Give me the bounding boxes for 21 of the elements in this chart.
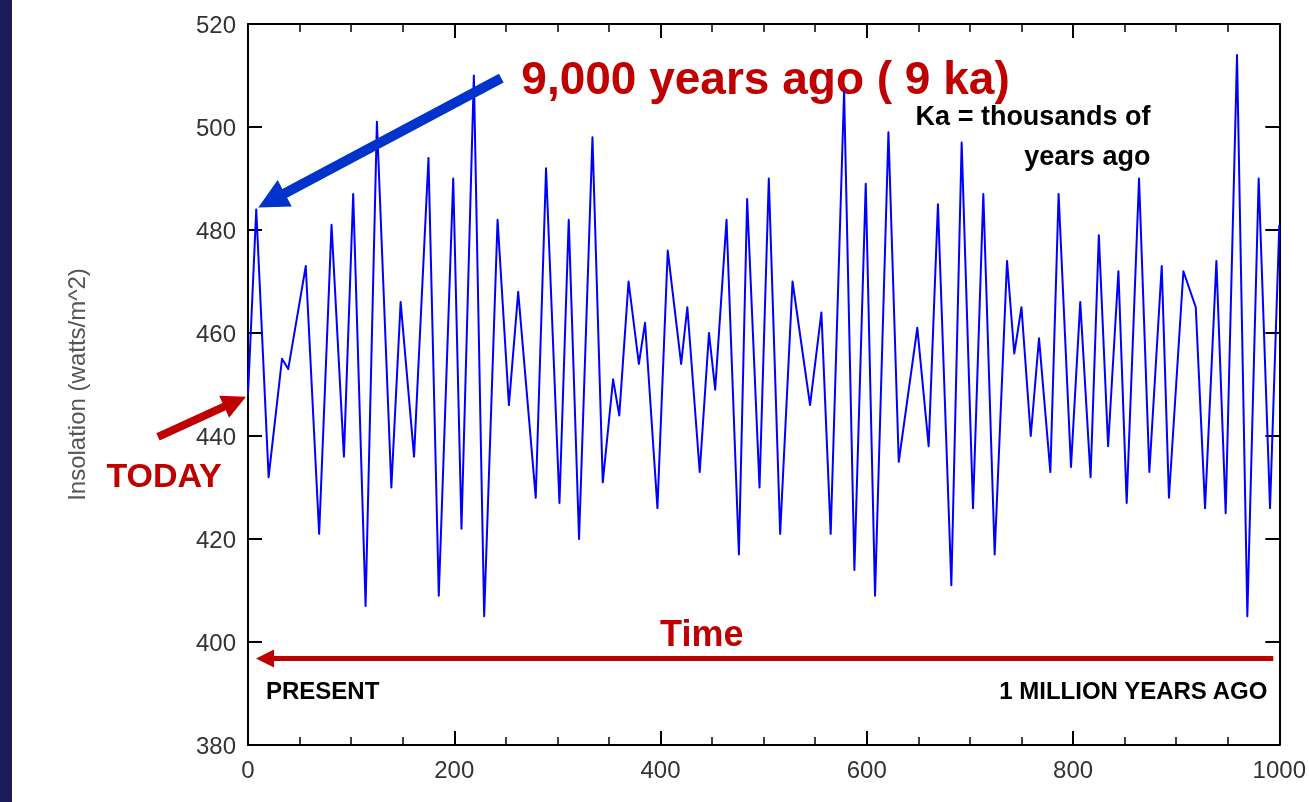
y-tick-label: 380 — [195, 731, 236, 759]
annotation: Time — [660, 612, 744, 654]
annotation: 9,000 years ago ( 9 ka) — [521, 52, 1010, 105]
line-series — [247, 53, 1281, 618]
annotation: 1 MILLION YEARS AGO — [999, 677, 1268, 705]
x-tick-label: 1000 — [1252, 755, 1306, 783]
y-tick-label: 440 — [195, 422, 236, 450]
x-tick-label: 0 — [241, 755, 255, 783]
y-tick-label: 500 — [195, 113, 236, 141]
y-tick-label: 520 — [195, 10, 236, 38]
x-tick-label: 200 — [434, 755, 475, 783]
annotation: TODAY — [106, 455, 222, 494]
y-tick-label: 420 — [195, 525, 236, 553]
y-tick-label: 400 — [195, 628, 236, 656]
x-tick-label: 800 — [1053, 755, 1094, 783]
x-tick-label: 400 — [640, 755, 681, 783]
y-axis-title: Insolation (watts/m^2) — [62, 268, 90, 501]
y-tick-label: 460 — [195, 319, 236, 347]
x-tick-label: 600 — [846, 755, 887, 783]
y-tick-label: 480 — [195, 216, 236, 244]
annotation: PRESENT — [266, 677, 380, 705]
